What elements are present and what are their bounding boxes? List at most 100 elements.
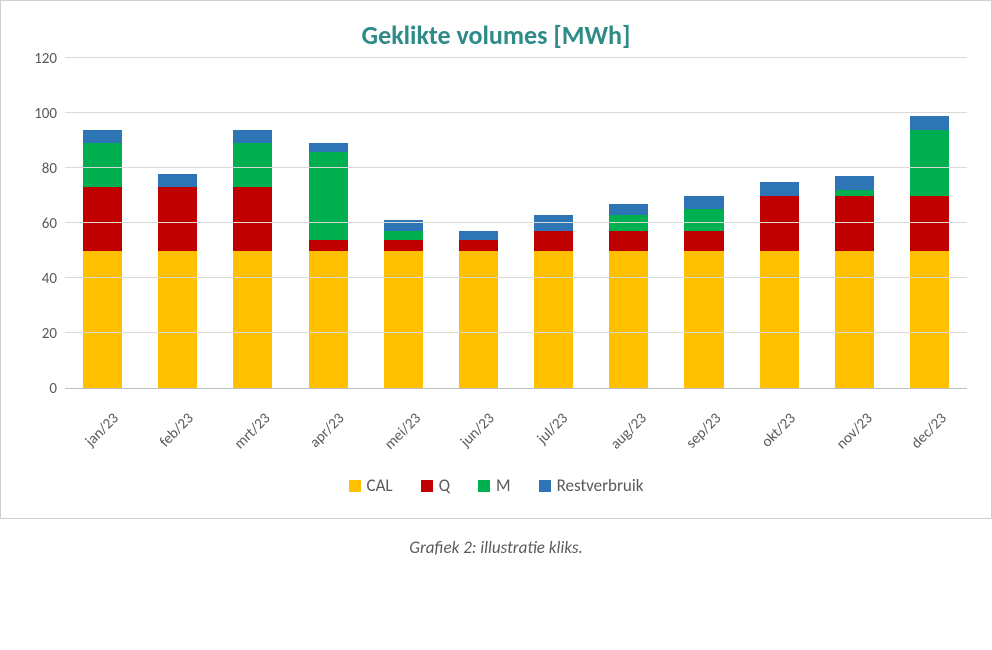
bar-segment-q <box>910 196 949 251</box>
bar <box>760 182 799 388</box>
x-axis: jan/23feb/23mrt/23apr/23mei/23jun/23jul/… <box>1 389 991 457</box>
bar <box>158 174 197 389</box>
bar-segment-cal <box>309 251 348 389</box>
bar-segment-cal <box>760 251 799 389</box>
legend-swatch <box>349 480 361 492</box>
bar-segment-q <box>384 240 423 251</box>
gridline <box>65 222 967 223</box>
bar-segment-q <box>684 231 723 250</box>
chart-caption: Grafiek 2: illustratie kliks. <box>0 519 992 564</box>
gridline <box>65 277 967 278</box>
bar-segment-restverbruik <box>609 204 648 215</box>
bar-segment-m <box>384 231 423 239</box>
x-slot: feb/23 <box>140 397 215 457</box>
gridline <box>65 167 967 168</box>
bar-segment-m <box>910 130 949 196</box>
bar-segment-q <box>534 231 573 250</box>
bar-segment-m <box>233 143 272 187</box>
bar-slot <box>366 59 441 388</box>
x-slot: jul/23 <box>516 397 591 457</box>
bar-segment-cal <box>835 251 874 389</box>
x-slot: mei/23 <box>366 397 441 457</box>
bar-segment-restverbruik <box>910 116 949 130</box>
bar-segment-cal <box>684 251 723 389</box>
legend-label: CAL <box>367 475 393 496</box>
bar-segment-q <box>760 196 799 251</box>
bar-segment-cal <box>534 251 573 389</box>
bar-slot <box>817 59 892 388</box>
bar <box>459 231 498 388</box>
bar-segment-cal <box>384 251 423 389</box>
x-slot: mrt/23 <box>215 397 290 457</box>
bar-slot <box>291 59 366 388</box>
bar-slot <box>742 59 817 388</box>
bar-segment-q <box>233 187 272 250</box>
bar-segment-m <box>309 152 348 240</box>
y-tick-label: 0 <box>49 380 57 398</box>
bar-segment-q <box>459 240 498 251</box>
x-slot: jun/23 <box>441 397 516 457</box>
bar-segment-m <box>609 215 648 232</box>
bar <box>835 176 874 388</box>
bar-slot <box>65 59 140 388</box>
bar-slot <box>892 59 967 388</box>
bar-segment-cal <box>910 251 949 389</box>
bar <box>309 143 348 388</box>
legend-label: Q <box>439 475 450 496</box>
bar-segment-cal <box>233 251 272 389</box>
bar-segment-q <box>309 240 348 251</box>
bar <box>233 130 272 389</box>
legend-swatch <box>539 480 551 492</box>
bar-slot <box>516 59 591 388</box>
y-tick-label: 20 <box>42 325 57 343</box>
bar-segment-restverbruik <box>309 143 348 151</box>
legend-swatch <box>478 480 490 492</box>
bar-segment-cal <box>83 251 122 389</box>
legend-item-m: M <box>478 475 511 496</box>
bar-segment-restverbruik <box>760 182 799 196</box>
chart-title: Geklikte volumes [MWh] <box>1 1 991 59</box>
bar <box>910 116 949 388</box>
bar-slot <box>441 59 516 388</box>
y-tick-label: 100 <box>34 105 57 123</box>
bar-segment-cal <box>158 251 197 389</box>
bar-segment-m <box>83 143 122 187</box>
gridline <box>65 332 967 333</box>
bar-segment-m <box>684 209 723 231</box>
x-slot: dec/23 <box>892 397 967 457</box>
bar-slot <box>666 59 741 388</box>
bar-segment-q <box>835 196 874 251</box>
gridline <box>65 57 967 58</box>
gridline <box>65 112 967 113</box>
bar-segment-q <box>158 187 197 250</box>
x-slot: apr/23 <box>291 397 366 457</box>
bars-row <box>65 59 967 388</box>
bar-segment-q <box>83 187 122 250</box>
bar <box>83 130 122 389</box>
bar-slot <box>591 59 666 388</box>
plot-wrap: 020406080100120 <box>1 59 991 389</box>
bar-segment-restverbruik <box>835 176 874 190</box>
legend-item-restverbruik: Restverbruik <box>539 475 644 496</box>
bar-segment-cal <box>609 251 648 389</box>
y-tick-label: 40 <box>42 270 57 288</box>
x-slot: okt/23 <box>742 397 817 457</box>
bar-segment-restverbruik <box>459 231 498 239</box>
chart-frame: Geklikte volumes [MWh] 0 20 40 60 80 100 120 j… <box>0 0 992 519</box>
bar-segment-cal <box>459 251 498 389</box>
y-tick-label: 120 <box>34 50 57 68</box>
bar-segment-restverbruik <box>534 215 573 232</box>
bar-slot <box>215 59 290 388</box>
x-slot: sep/23 <box>666 397 741 457</box>
y-axis: 020406080100120 <box>17 59 65 389</box>
plot-area <box>65 59 967 389</box>
bar-segment-restverbruik <box>83 130 122 144</box>
y-tick-label: 60 <box>42 215 57 233</box>
bar-segment-q <box>609 231 648 250</box>
x-slot: nov/23 <box>817 397 892 457</box>
bar <box>684 196 723 389</box>
y-tick-label: 80 <box>42 160 57 178</box>
bar <box>534 215 573 388</box>
bar <box>384 220 423 388</box>
x-slot: jan/23 <box>65 397 140 457</box>
